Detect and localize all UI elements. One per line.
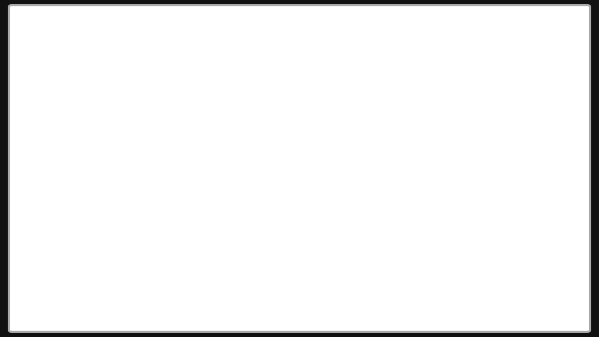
Circle shape [487, 43, 501, 51]
Circle shape [487, 33, 501, 41]
Circle shape [487, 63, 501, 71]
Circle shape [469, 73, 483, 82]
Text: considered volume: considered volume [452, 62, 558, 72]
Circle shape [451, 53, 465, 61]
Circle shape [129, 22, 194, 59]
Circle shape [132, 57, 192, 91]
Text: $\rho = N/V$: $\rho = N/V$ [461, 221, 509, 237]
Circle shape [469, 84, 483, 92]
Circle shape [144, 108, 204, 142]
FancyBboxPatch shape [18, 27, 419, 290]
Circle shape [487, 73, 501, 82]
Text: Note: RDF can be measured experimentally using neutron-
scattering techniques.: Note: RDF can be measured experimentally… [24, 297, 331, 318]
Text: $g(r)=\dfrac{N(r\pm\frac{dr}{2})}{\Omega(r\pm\frac{dr}{2})\rho}$: $g(r)=\dfrac{N(r\pm\frac{dr}{2})}{\Omega… [455, 109, 548, 151]
Circle shape [451, 73, 465, 82]
Circle shape [505, 73, 519, 82]
Circle shape [279, 90, 344, 126]
Circle shape [138, 229, 198, 263]
Circle shape [505, 33, 519, 41]
Circle shape [69, 76, 134, 113]
Circle shape [469, 94, 483, 102]
Circle shape [469, 43, 483, 51]
Circle shape [469, 33, 483, 41]
Circle shape [28, 110, 92, 146]
Circle shape [243, 42, 308, 79]
Circle shape [75, 144, 140, 180]
Text: $\Omega(r\pm\frac{dr}{2})$: $\Omega(r\pm\frac{dr}{2})$ [181, 259, 226, 281]
Text: Particle density: Particle density [452, 190, 538, 201]
Circle shape [451, 33, 465, 41]
Circle shape [451, 84, 465, 92]
Circle shape [451, 63, 465, 71]
Circle shape [487, 84, 501, 92]
Text: Structural Property: RDF: Structural Property: RDF [108, 24, 419, 43]
Circle shape [505, 43, 519, 51]
Circle shape [180, 138, 240, 172]
Circle shape [249, 235, 314, 271]
Text: © 2007 Markus J. Buehler, CEE/MIT: © 2007 Markus J. Buehler, CEE/MIT [434, 319, 581, 329]
Circle shape [469, 63, 483, 71]
Circle shape [180, 84, 240, 118]
Circle shape [249, 268, 314, 305]
Circle shape [135, 272, 200, 308]
Circle shape [279, 191, 344, 227]
Circle shape [28, 42, 92, 79]
Circle shape [16, 184, 80, 220]
Circle shape [180, 202, 240, 236]
Circle shape [144, 165, 204, 199]
Circle shape [505, 63, 519, 71]
Circle shape [69, 224, 134, 261]
Circle shape [505, 53, 519, 61]
Circle shape [487, 53, 501, 61]
Circle shape [469, 53, 483, 61]
Circle shape [451, 43, 465, 51]
